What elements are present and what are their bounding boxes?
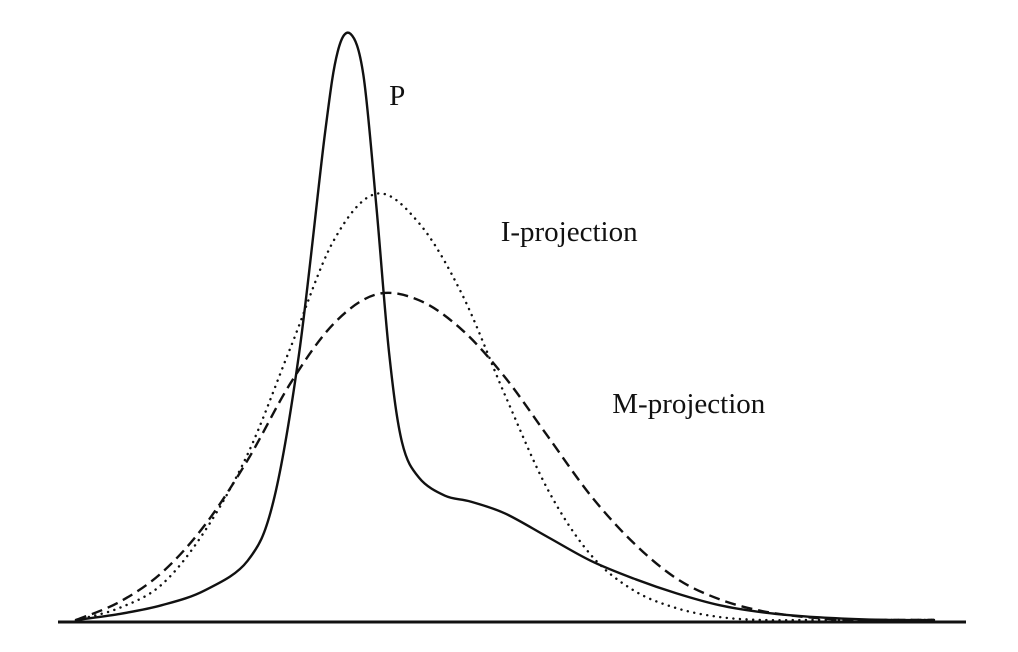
- series-label-i-projection: I-projection: [501, 216, 638, 248]
- label-layer: P I-projection M-projection: [389, 80, 766, 420]
- series-layer: [74, 31, 936, 622]
- series-line-p: [74, 31, 936, 622]
- series-line-m-projection: [75, 291, 934, 622]
- series-label-m-projection: M-projection: [612, 388, 766, 420]
- series-line-i-projection: [74, 192, 936, 622]
- series-label-p: P: [389, 80, 405, 112]
